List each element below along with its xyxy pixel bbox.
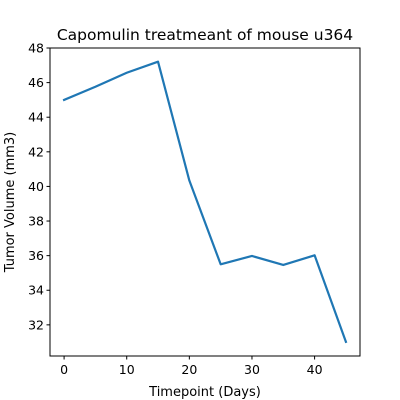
chart-title: Capomulin treatmeant of mouse u364	[57, 26, 353, 44]
plot-frame	[49, 47, 361, 357]
plot-lines	[62, 60, 348, 344]
y-tick-label: 32	[28, 317, 44, 332]
series-line	[62, 60, 348, 344]
x-tick-label: 30	[244, 362, 260, 377]
x-axis-ticks: 0 10 20 30 40	[60, 356, 323, 377]
y-tick-label: 34	[28, 283, 44, 298]
y-tick-label: 44	[28, 110, 44, 125]
y-tick-label: 36	[28, 248, 44, 263]
x-tick-label: 20	[181, 362, 197, 377]
x-tick-label: 40	[307, 362, 323, 377]
y-tick-label: 48	[28, 41, 44, 56]
x-axis-label: Timepoint (Days)	[148, 385, 261, 400]
y-tick-label: 38	[28, 214, 44, 229]
y-axis-ticks: 32 34 36 38 40 42 44 46 48	[28, 41, 50, 332]
y-tick-label: 46	[28, 75, 44, 90]
y-axis-label: Tumor Volume (mm3)	[3, 132, 18, 274]
y-tick-label: 42	[28, 144, 44, 159]
y-tick-label: 40	[28, 179, 44, 194]
x-tick-label: 10	[119, 362, 135, 377]
x-tick-label: 0	[60, 362, 68, 377]
